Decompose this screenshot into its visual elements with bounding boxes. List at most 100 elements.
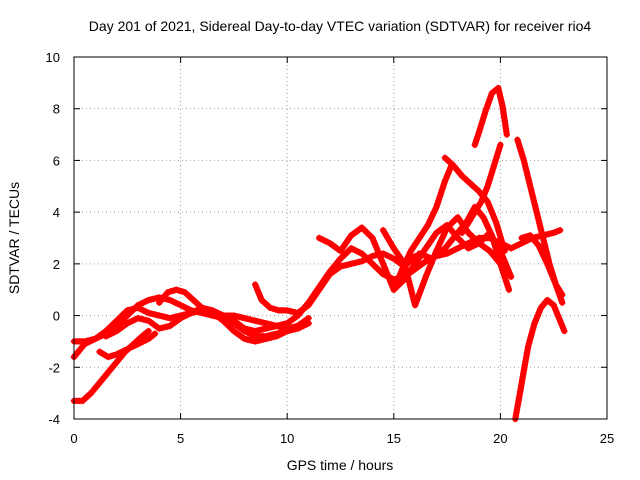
y-tick-labels: -4 -2 0 2 4 6 8 10 xyxy=(46,50,60,427)
data-point-marker xyxy=(540,237,547,245)
data-point-marker xyxy=(496,230,503,238)
data-point-marker xyxy=(412,299,420,306)
series-sat-o xyxy=(514,136,566,306)
data-series xyxy=(70,84,568,423)
data-point-marker xyxy=(528,188,535,196)
data-point-marker xyxy=(497,260,504,268)
data-point-marker xyxy=(488,168,496,175)
data-point-marker xyxy=(494,150,501,157)
data-point-marker xyxy=(505,286,513,293)
data-point-marker xyxy=(371,240,379,247)
data-point-marker xyxy=(485,201,493,208)
data-point-marker xyxy=(559,291,566,299)
data-point-marker xyxy=(438,186,446,193)
y-tick-label: 4 xyxy=(53,205,60,220)
data-point-marker xyxy=(503,262,510,269)
data-point-marker xyxy=(545,263,552,271)
data-point-marker xyxy=(522,162,529,170)
data-point-marker xyxy=(418,284,425,292)
data-point-marker xyxy=(489,235,496,242)
data-point-marker xyxy=(525,177,533,184)
data-point-marker xyxy=(110,352,117,359)
data-point-marker xyxy=(541,240,548,247)
data-point-marker xyxy=(488,207,495,214)
x-tick-label: 20 xyxy=(493,431,507,446)
data-point-marker xyxy=(376,252,383,259)
data-point-marker xyxy=(486,204,494,211)
y-tick-label: 0 xyxy=(53,309,60,324)
data-point-marker xyxy=(526,337,533,344)
data-point-marker xyxy=(495,147,502,155)
data-point-marker xyxy=(397,268,405,276)
series-sat-e xyxy=(70,327,152,405)
data-point-marker xyxy=(493,249,501,256)
y-tick-label: -4 xyxy=(48,412,60,427)
data-point-marker xyxy=(527,183,534,190)
data-point-marker xyxy=(374,246,381,253)
data-point-marker xyxy=(550,229,557,237)
data-point-marker xyxy=(490,237,497,245)
data-point-marker xyxy=(501,247,508,255)
data-point-marker xyxy=(484,198,491,205)
data-point-marker xyxy=(504,264,511,272)
data-point-marker xyxy=(520,157,528,164)
data-point-marker xyxy=(426,264,433,272)
data-point-marker xyxy=(484,183,491,190)
series-sat-f xyxy=(156,286,312,332)
data-point-marker xyxy=(527,185,535,193)
data-point-marker xyxy=(495,227,502,235)
data-point-marker xyxy=(476,125,484,133)
data-point-marker xyxy=(405,275,412,282)
data-point-marker xyxy=(503,131,510,138)
data-point-marker xyxy=(526,180,533,187)
data-point-marker xyxy=(535,217,542,224)
data-point-marker xyxy=(529,194,537,201)
data-point-marker xyxy=(539,231,546,239)
data-point-marker xyxy=(519,154,527,161)
data-point-marker xyxy=(498,99,506,107)
data-point-marker xyxy=(498,236,505,243)
data-point-marker xyxy=(272,306,280,313)
data-point-marker xyxy=(378,257,386,265)
data-point-marker xyxy=(422,273,429,280)
data-point-marker xyxy=(537,226,545,233)
data-point-marker xyxy=(485,99,492,106)
data-point-marker xyxy=(372,243,380,250)
data-point-marker xyxy=(497,233,504,240)
data-point-marker xyxy=(381,263,388,270)
data-point-marker xyxy=(547,269,555,276)
data-point-marker xyxy=(173,286,180,293)
data-point-marker xyxy=(497,93,504,101)
data-point-marker xyxy=(487,174,494,181)
data-point-marker xyxy=(516,142,523,149)
data-point-marker xyxy=(504,283,512,291)
data-point-marker xyxy=(427,262,434,269)
data-point-marker xyxy=(423,270,431,278)
data-point-marker xyxy=(524,174,532,181)
data-point-marker xyxy=(515,139,522,146)
data-point-marker xyxy=(492,219,500,226)
data-point-marker xyxy=(516,145,524,152)
chart-title: Day 201 of 2021, Sidereal Day-to-day VTE… xyxy=(89,18,592,34)
data-point-marker xyxy=(514,136,521,143)
data-point-marker xyxy=(538,229,545,236)
data-point-marker xyxy=(539,234,547,242)
data-point-marker xyxy=(379,260,387,268)
data-point-marker xyxy=(375,249,382,256)
data-point-marker xyxy=(481,111,488,118)
data-point-marker xyxy=(487,93,495,100)
x-tick-label: 15 xyxy=(387,431,401,446)
data-point-marker xyxy=(107,352,115,360)
data-point-marker xyxy=(541,243,549,250)
y-tick-label: 2 xyxy=(53,257,60,272)
series-sat-j xyxy=(390,162,455,293)
data-point-marker xyxy=(411,302,419,309)
x-tick-labels: 0 5 10 15 20 25 xyxy=(70,431,614,446)
data-point-marker xyxy=(529,191,536,199)
x-tick-label: 5 xyxy=(177,431,184,446)
data-point-marker xyxy=(390,286,397,293)
data-point-marker xyxy=(489,210,496,217)
data-point-marker xyxy=(548,272,556,279)
data-point-marker xyxy=(485,180,492,187)
data-point-marker xyxy=(525,340,533,347)
